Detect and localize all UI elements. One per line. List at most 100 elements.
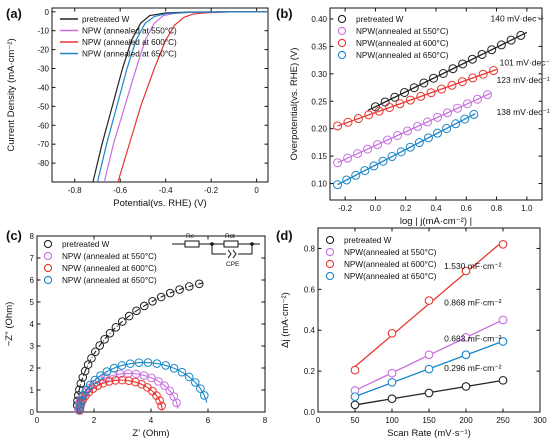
data-point (161, 361, 170, 370)
legend-marker (43, 275, 53, 285)
y-tick-label: 2 (30, 364, 35, 373)
data-point (199, 391, 209, 400)
data-point (76, 401, 85, 410)
legend-entry: NPW(annealed at 600°C) (344, 260, 437, 269)
panel-label: (d) (276, 228, 293, 243)
data-point (433, 112, 443, 122)
data-point (75, 405, 85, 414)
data-point (433, 128, 443, 138)
data-point (77, 396, 86, 405)
legend-entry: NPW(annealed at 550°C) (356, 27, 449, 36)
y-tick-label: 4 (30, 320, 35, 329)
x-tick-label: 6 (206, 416, 211, 425)
data-point (369, 161, 379, 171)
data-point (139, 301, 149, 311)
tafel-slope-label: 101 mV·dec⁻¹ (500, 58, 550, 68)
x-tick-label: -0.6 (113, 186, 127, 195)
data-point (184, 372, 194, 382)
x-tick-label: -0.8 (68, 186, 82, 195)
data-point (333, 158, 343, 168)
data-point (109, 363, 119, 373)
data-point (414, 138, 424, 148)
data-point (373, 140, 383, 150)
legend-marker (325, 247, 335, 257)
tafel-slope-label: 140 mV·dec⁻¹ (491, 14, 544, 24)
data-point (333, 180, 343, 190)
data-point (426, 88, 436, 98)
data-point (409, 83, 419, 93)
data-point (387, 368, 397, 378)
y-tick-label: 0.2 (304, 367, 316, 376)
data-point (516, 30, 526, 40)
y-tick-label: 0.30 (311, 70, 327, 79)
x-tick-label: 150 (422, 416, 436, 425)
y-tick-label: 0.25 (311, 97, 327, 106)
y-tick-label: 1 (30, 386, 35, 395)
x-tick-label: 2 (92, 416, 97, 425)
data-point (383, 135, 393, 145)
data-point (498, 375, 508, 385)
x-tick-label: -0.2 (338, 204, 352, 213)
data-point (438, 68, 448, 78)
x-tick-label: 0.2 (400, 204, 412, 213)
data-point (487, 45, 497, 55)
data-point (461, 333, 471, 342)
legend-entry: NPW(annealed at 650°C) (344, 272, 437, 281)
y-axis-label: Current Density (mA·cm⁻²) (6, 38, 17, 151)
y-axis-label: Overpotential(vs. RHE) (V) (289, 48, 300, 161)
x-tick-label: 50 (351, 416, 360, 425)
equivalent-circuit: Re Rct CPE (172, 233, 260, 268)
data-point (461, 350, 471, 360)
data-point (396, 147, 406, 157)
data-point (405, 142, 415, 152)
y-tick-label: 0.10 (311, 180, 327, 189)
y-tick-label: -40 (37, 83, 49, 92)
data-point (467, 54, 477, 64)
y-tick-label: 0.4 (304, 326, 316, 335)
x-axis-label: log | j(mA·cm⁻²) | (400, 216, 472, 227)
data-point (350, 365, 360, 375)
legend-entry: NPW (annealed at 550°C) (82, 27, 177, 36)
y-tick-label: -50 (37, 102, 49, 111)
data-point (424, 350, 434, 360)
lsv-curve (96, 11, 268, 183)
data-point (457, 77, 467, 87)
data-point (423, 133, 433, 143)
data-point (424, 296, 434, 305)
data-point (177, 367, 187, 377)
data-point (105, 328, 115, 338)
x-tick-label: 0 (316, 416, 321, 425)
data-point (405, 95, 415, 105)
x-tick-label: 0 (35, 416, 40, 425)
data-point (374, 106, 384, 116)
cdl-label: 0.683 mF·cm⁻² (444, 333, 502, 343)
data-point (172, 398, 181, 408)
data-point (111, 323, 121, 332)
cdl-label: 0.868 mF·cm⁻² (444, 298, 502, 308)
data-point (506, 35, 516, 45)
y-tick-label: -70 (37, 140, 49, 149)
tafel-slope-label: 123 mV·dec⁻¹ (497, 75, 550, 85)
x-tick-label: 0.0 (370, 204, 382, 213)
data-point (100, 335, 109, 344)
panel-a: -0.8 -0.6 -0.4 -0.2 0 0 -10 -20 -30 -40 -50 -60 -70 -… (6, 6, 269, 209)
x-tick-label: 0 (254, 186, 259, 195)
y-tick-label: -80 (37, 159, 49, 168)
data-point (462, 99, 472, 109)
data-point (79, 391, 88, 400)
data-point (423, 117, 433, 127)
data-point (442, 123, 452, 133)
data-point (429, 73, 439, 83)
data-point (343, 117, 353, 127)
legend-marker (325, 235, 335, 245)
data-point (87, 353, 96, 363)
data-point (157, 401, 166, 411)
legend-entry: NPW(annealed at 550°C) (344, 248, 437, 257)
data-point (175, 285, 184, 294)
data-point (117, 375, 127, 385)
x-axis-label: Scan Rate (mV·s⁻¹) (387, 428, 471, 439)
data-point (165, 386, 175, 396)
cdl-label: 1.530 mF·cm⁻² (444, 261, 502, 271)
data-point (85, 380, 95, 390)
data-point (148, 296, 157, 306)
